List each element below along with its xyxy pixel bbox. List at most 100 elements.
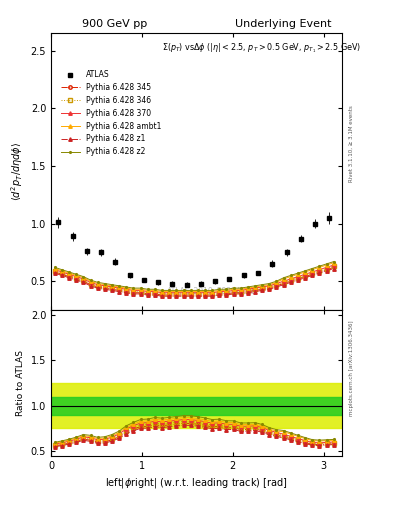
Pythia 6.428 346 xyxy=(138,288,143,294)
Pythia 6.428 ambt1 xyxy=(224,287,229,293)
Pythia 6.428 345 xyxy=(253,287,257,293)
Pythia 6.428 z2 xyxy=(224,286,229,292)
Pythia 6.428 345 xyxy=(324,267,329,273)
Pythia 6.428 346 xyxy=(110,285,114,291)
Pythia 6.428 370 xyxy=(131,287,136,293)
Pythia 6.428 z1 xyxy=(81,279,86,285)
Pythia 6.428 z2 xyxy=(81,273,86,280)
Pythia 6.428 ambt1 xyxy=(210,288,215,294)
Pythia 6.428 370 xyxy=(238,287,243,293)
Pythia 6.428 345 xyxy=(52,269,57,275)
Pythia 6.428 z1 xyxy=(88,283,93,289)
Pythia 6.428 370 xyxy=(103,283,107,289)
Line: Pythia 6.428 370: Pythia 6.428 370 xyxy=(53,263,336,294)
Pythia 6.428 z2 xyxy=(95,279,100,285)
Y-axis label: Ratio to ATLAS: Ratio to ATLAS xyxy=(16,350,25,416)
Pythia 6.428 345 xyxy=(160,292,164,298)
Pythia 6.428 370 xyxy=(296,273,300,280)
Pythia 6.428 ambt1 xyxy=(203,288,208,294)
Pythia 6.428 ambt1 xyxy=(74,272,79,279)
Pythia 6.428 346 xyxy=(331,263,336,269)
Pythia 6.428 370 xyxy=(324,264,329,270)
Pythia 6.428 z1 xyxy=(260,287,264,293)
Bar xyxy=(51,383,342,429)
Pythia 6.428 ambt1 xyxy=(188,288,193,294)
Pythia 6.428 z1 xyxy=(296,277,300,283)
Pythia 6.428 370 xyxy=(52,267,57,273)
Pythia 6.428 ambt1 xyxy=(217,287,222,293)
Pythia 6.428 ambt1 xyxy=(145,287,150,293)
Pythia 6.428 z2 xyxy=(296,270,300,276)
Pythia 6.428 346 xyxy=(95,283,100,289)
Pythia 6.428 370 xyxy=(181,290,186,296)
Pythia 6.428 z1 xyxy=(174,293,179,299)
Text: 900 GeV pp: 900 GeV pp xyxy=(83,19,148,29)
Pythia 6.428 345 xyxy=(74,276,79,282)
Text: Underlying Event: Underlying Event xyxy=(235,19,332,29)
Pythia 6.428 z2 xyxy=(281,274,286,281)
Pythia 6.428 z2 xyxy=(231,285,236,291)
Pythia 6.428 345 xyxy=(174,292,179,298)
Pythia 6.428 z1 xyxy=(188,293,193,299)
Pythia 6.428 345 xyxy=(288,278,293,284)
Pythia 6.428 z1 xyxy=(267,286,272,292)
Pythia 6.428 346 xyxy=(74,274,79,281)
Pythia 6.428 370 xyxy=(231,287,236,293)
Pythia 6.428 z1 xyxy=(203,293,208,299)
Pythia 6.428 z2 xyxy=(124,284,129,290)
Pythia 6.428 345 xyxy=(317,269,322,275)
Pythia 6.428 346 xyxy=(195,291,200,297)
Pythia 6.428 346 xyxy=(217,290,222,296)
Pythia 6.428 370 xyxy=(317,267,322,273)
Pythia 6.428 z1 xyxy=(246,290,250,296)
Pythia 6.428 z2 xyxy=(324,261,329,267)
Pythia 6.428 346 xyxy=(296,274,300,281)
Pythia 6.428 ambt1 xyxy=(167,288,171,294)
Pythia 6.428 346 xyxy=(160,291,164,297)
Pythia 6.428 z1 xyxy=(117,288,121,294)
Pythia 6.428 345 xyxy=(238,290,243,296)
Pythia 6.428 346 xyxy=(67,272,72,279)
Pythia 6.428 345 xyxy=(246,288,250,294)
Pythia 6.428 ambt1 xyxy=(253,284,257,290)
Pythia 6.428 z1 xyxy=(67,274,72,281)
Pythia 6.428 z1 xyxy=(210,293,215,299)
Pythia 6.428 ambt1 xyxy=(260,283,264,289)
Pythia 6.428 345 xyxy=(95,284,100,290)
Pythia 6.428 345 xyxy=(210,292,215,298)
Pythia 6.428 z2 xyxy=(67,269,72,275)
Pythia 6.428 z1 xyxy=(124,290,129,296)
Text: mcplots.cern.ch [arXiv:1306.3436]: mcplots.cern.ch [arXiv:1306.3436] xyxy=(349,321,354,416)
Pythia 6.428 z2 xyxy=(174,287,179,293)
Pythia 6.428 345 xyxy=(152,291,157,297)
Pythia 6.428 z1 xyxy=(317,270,322,276)
Pythia 6.428 370 xyxy=(81,276,86,282)
Pythia 6.428 345 xyxy=(124,288,129,294)
Pythia 6.428 z2 xyxy=(260,282,264,288)
Pythia 6.428 370 xyxy=(303,271,307,278)
Line: Pythia 6.428 z2: Pythia 6.428 z2 xyxy=(53,260,336,292)
Pythia 6.428 z1 xyxy=(167,293,171,299)
Pythia 6.428 346 xyxy=(317,268,322,274)
Pythia 6.428 370 xyxy=(174,290,179,296)
Pythia 6.428 370 xyxy=(253,285,257,291)
Pythia 6.428 370 xyxy=(203,290,208,296)
Pythia 6.428 370 xyxy=(152,288,157,294)
Pythia 6.428 370 xyxy=(117,285,121,291)
Pythia 6.428 z2 xyxy=(310,265,314,271)
Pythia 6.428 346 xyxy=(131,288,136,294)
Pythia 6.428 345 xyxy=(195,292,200,298)
Pythia 6.428 z2 xyxy=(238,285,243,291)
Pythia 6.428 346 xyxy=(231,288,236,294)
Pythia 6.428 345 xyxy=(131,290,136,296)
Pythia 6.428 ambt1 xyxy=(324,262,329,268)
Pythia 6.428 z2 xyxy=(181,287,186,293)
Pythia 6.428 z1 xyxy=(181,293,186,299)
Pythia 6.428 346 xyxy=(267,284,272,290)
Pythia 6.428 z2 xyxy=(117,283,121,289)
Pythia 6.428 370 xyxy=(331,262,336,268)
Pythia 6.428 z1 xyxy=(95,285,100,291)
Pythia 6.428 z1 xyxy=(131,291,136,297)
Pythia 6.428 z1 xyxy=(303,274,307,281)
Pythia 6.428 346 xyxy=(103,284,107,290)
